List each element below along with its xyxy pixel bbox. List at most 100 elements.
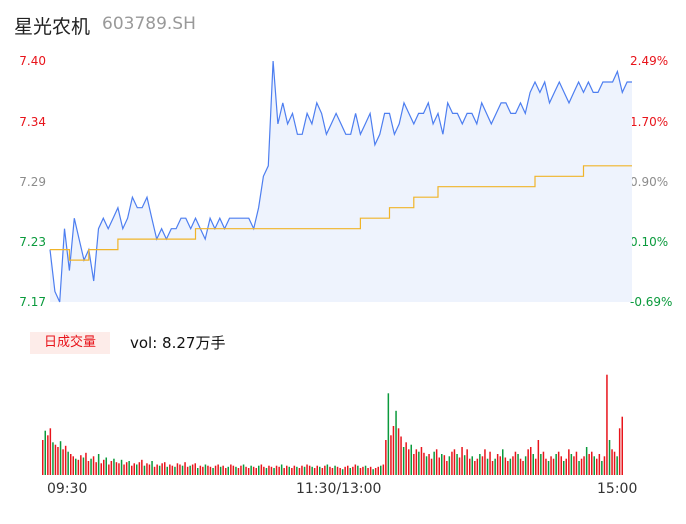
volume-bar (509, 458, 512, 475)
volume-bar (118, 463, 120, 475)
y-tick-left-4: 7.17 (19, 295, 46, 309)
volume-bar (367, 468, 369, 475)
volume-bar (606, 374, 608, 475)
volume-bar (108, 464, 110, 475)
price-area-fill (50, 61, 632, 302)
volume-bar (263, 466, 265, 475)
volume-bar (204, 464, 207, 475)
volume-bar (222, 465, 224, 475)
volume-bar (146, 463, 148, 475)
volume-bar (123, 464, 125, 475)
volume-bar (395, 410, 397, 475)
volume-bar (141, 459, 143, 475)
y-tick-left-0: 7.40 (19, 54, 46, 68)
volume-bar (95, 462, 97, 475)
volume-bar (171, 465, 174, 475)
price-chart (49, 60, 632, 303)
volume-bar (82, 457, 85, 475)
volume-bar (85, 452, 87, 475)
volume-bar (471, 456, 473, 475)
volume-bar (374, 468, 377, 475)
volume-bar (298, 468, 301, 475)
volume-bar (522, 461, 524, 475)
volume-bar (369, 466, 372, 475)
volume-bar (441, 454, 443, 475)
volume-bar (67, 451, 69, 475)
volume-bar (70, 454, 72, 475)
volume-chart (42, 374, 623, 475)
volume-bar (59, 441, 62, 475)
volume-bar (283, 468, 285, 475)
volume-bar (446, 461, 448, 475)
volume-bar (540, 454, 542, 475)
volume-bar (90, 458, 92, 475)
volume-bar (507, 461, 509, 475)
volume-bar (115, 462, 118, 475)
volume-bar (270, 466, 273, 475)
y-tick-right-3: 0.10% (630, 235, 669, 249)
volume-bar (110, 461, 113, 475)
volume-bar (316, 465, 318, 475)
y-tick-left-2: 7.29 (19, 175, 46, 189)
volume-bar (527, 449, 529, 475)
volume-bar (555, 454, 557, 475)
volume-bar (176, 463, 179, 475)
volume-bar (532, 454, 534, 475)
y-tick-left-3: 7.23 (19, 235, 46, 249)
volume-bar (484, 449, 486, 475)
volume-bar (202, 466, 204, 475)
volume-bar (156, 464, 158, 475)
volume-bar (438, 457, 440, 475)
volume-bar (189, 465, 191, 475)
volume-bar (329, 466, 331, 475)
volume-bar (47, 435, 49, 475)
volume-bar (423, 452, 425, 475)
volume-bar (324, 465, 326, 475)
volume-bar (207, 465, 209, 475)
volume-bar (225, 468, 227, 475)
volume-bar (303, 466, 306, 475)
average-price-line (50, 165, 632, 261)
volume-bar (308, 465, 311, 475)
volume-bar (408, 449, 410, 475)
volume-bar (100, 463, 102, 475)
volume-bar (616, 456, 618, 475)
volume-bar (578, 461, 580, 475)
volume-bar (92, 456, 95, 475)
volume-bar (247, 468, 250, 475)
volume-bar (410, 444, 412, 475)
volume-bar (273, 468, 275, 475)
volume-bar (570, 454, 573, 475)
volume-bar (77, 459, 80, 475)
volume-bar (542, 451, 545, 475)
volume-bar (72, 456, 74, 475)
volume-bar (535, 458, 537, 475)
y-tick-left-1: 7.34 (19, 115, 46, 129)
volume-bar (313, 468, 316, 475)
volume-bar (357, 465, 359, 475)
volume-bar (153, 466, 156, 475)
stock-code: 603789.SH (102, 14, 196, 34)
volume-bar (453, 449, 456, 475)
volume-bar (181, 465, 184, 475)
volume-bar (550, 456, 552, 475)
volume-bar (214, 465, 217, 475)
volume-bar (148, 464, 151, 475)
volume-bar (466, 449, 468, 475)
y-tick-right-4: -0.69% (630, 295, 673, 309)
x-tick-close: 15:00 (597, 481, 638, 497)
volume-badge[interactable]: 日成交量 (30, 332, 110, 354)
volume-bar (321, 468, 324, 475)
volume-bar (613, 451, 616, 475)
volume-bar (344, 466, 346, 475)
volume-bar (524, 456, 527, 475)
volume-bar (491, 461, 494, 475)
volume-bar (64, 445, 67, 475)
volume-bar (596, 458, 598, 475)
volume-bar (397, 428, 400, 475)
volume-bar (217, 464, 219, 475)
volume-bar (377, 466, 379, 475)
volume-bar (463, 455, 466, 475)
volume-bar (125, 462, 128, 475)
